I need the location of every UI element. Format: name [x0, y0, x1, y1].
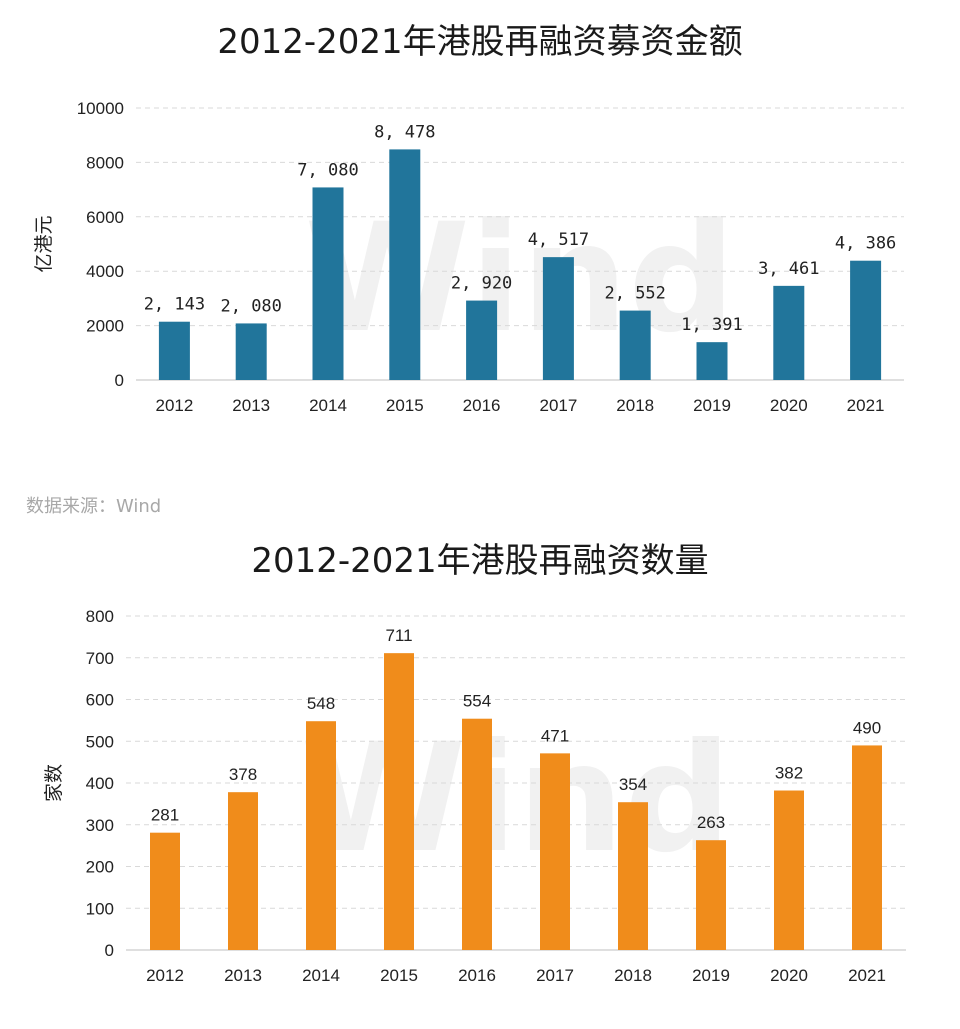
data-label-2018: 354 [619, 775, 647, 794]
data-label-2020: 3, 461 [758, 259, 819, 279]
x-tick-label-2013: 2013 [232, 396, 270, 415]
bar-2012 [150, 832, 180, 950]
data-label-2015: 711 [385, 626, 412, 645]
data-label-2020: 382 [775, 764, 803, 783]
x-tick-label-2016: 2016 [463, 396, 501, 415]
y-tick-label: 800 [86, 607, 114, 626]
y-axis-label: 亿港元 [33, 215, 55, 272]
bar-2015 [389, 149, 421, 380]
x-tick-label-2017: 2017 [536, 966, 574, 985]
data-label-2013: 378 [229, 765, 257, 784]
bar-2020 [773, 285, 805, 380]
y-tick-label: 6000 [86, 208, 124, 227]
data-label-2017: 471 [541, 726, 569, 745]
bar-2013 [235, 323, 267, 380]
data-label-2019: 263 [697, 813, 725, 832]
bar-2018 [618, 802, 648, 950]
x-tick-label-2019: 2019 [692, 966, 730, 985]
x-tick-label-2021: 2021 [848, 966, 886, 985]
bar-2017 [542, 257, 574, 380]
bar-2021 [852, 745, 882, 950]
bar-2015 [384, 653, 414, 950]
y-tick-label: 200 [86, 858, 114, 877]
x-tick-label-2015: 2015 [386, 396, 424, 415]
x-tick-label-2014: 2014 [302, 966, 340, 985]
x-tick-label-2015: 2015 [380, 966, 418, 985]
bar-2016 [462, 718, 492, 950]
data-label-2016: 2, 920 [451, 274, 512, 294]
y-tick-label: 0 [115, 371, 124, 390]
data-label-2014: 548 [307, 694, 335, 713]
bar-2019 [696, 840, 726, 950]
chart1-title: 2012-2021年港股再融资募资金额 [217, 22, 743, 62]
bar-2013 [228, 792, 258, 950]
x-tick-label-2013: 2013 [224, 966, 262, 985]
data-label-2014: 7, 080 [297, 160, 358, 180]
data-label-2013: 2, 080 [220, 296, 281, 316]
x-tick-label-2018: 2018 [614, 966, 652, 985]
y-tick-label: 300 [86, 816, 114, 835]
amount-bar-chart: Wind 0 2000 4000 6000 8000 10000 亿港元 2, 143 2012 2… [33, 99, 904, 415]
watermark: Wind [304, 192, 735, 366]
y-tick-label: 2000 [86, 317, 124, 336]
bar-2014 [312, 187, 344, 380]
y-tick-label: 500 [86, 732, 114, 751]
bar-2019 [696, 342, 728, 380]
bar-2020 [774, 790, 804, 950]
y-tick-label: 4000 [86, 262, 124, 281]
x-tick-label-2018: 2018 [616, 396, 654, 415]
x-tick-label-2021: 2021 [847, 396, 885, 415]
y-tick-label: 700 [86, 649, 114, 668]
x-tick-label-2014: 2014 [309, 396, 347, 415]
x-tick-label-2017: 2017 [539, 396, 577, 415]
y-tick-label: 600 [86, 691, 114, 710]
data-label-2018: 2, 552 [604, 284, 665, 304]
data-label-2012: 281 [151, 806, 179, 825]
y-tick-label: 100 [86, 899, 114, 918]
x-tick-label-2016: 2016 [458, 966, 496, 985]
bar-2021 [850, 260, 882, 380]
x-tick-label-2020: 2020 [770, 396, 808, 415]
y-axis-label: 家数 [43, 764, 65, 802]
y-tick-label: 10000 [77, 99, 124, 118]
data-label-2017: 4, 517 [528, 230, 589, 250]
data-source-note: 数据来源：Wind [26, 496, 162, 517]
x-tick-label-2019: 2019 [693, 396, 731, 415]
bar-2017 [540, 753, 570, 950]
x-tick-label-2012: 2012 [155, 396, 193, 415]
chart2-title: 2012-2021年港股再融资数量 [251, 541, 709, 581]
y-tick-label: 8000 [86, 153, 124, 172]
bar-2016 [466, 300, 498, 380]
x-tick-label-2020: 2020 [770, 966, 808, 985]
bar-2012 [158, 321, 190, 380]
data-label-2012: 2, 143 [144, 295, 205, 315]
data-label-2021: 490 [853, 718, 881, 737]
data-label-2016: 554 [463, 692, 491, 711]
data-label-2015: 8, 478 [374, 122, 435, 142]
y-tick-label: 400 [86, 774, 114, 793]
watermark: Wind [300, 712, 731, 886]
bar-2018 [619, 310, 651, 380]
data-label-2021: 4, 386 [835, 234, 896, 254]
data-label-2019: 1, 391 [681, 315, 742, 335]
y-tick-label: 0 [105, 941, 114, 960]
x-tick-label-2012: 2012 [146, 966, 184, 985]
bar-2014 [306, 721, 336, 950]
